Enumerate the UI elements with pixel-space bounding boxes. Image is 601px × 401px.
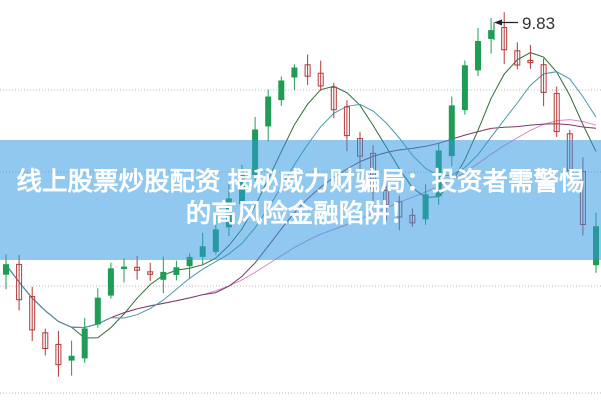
svg-text:9.83: 9.83 <box>522 14 555 33</box>
